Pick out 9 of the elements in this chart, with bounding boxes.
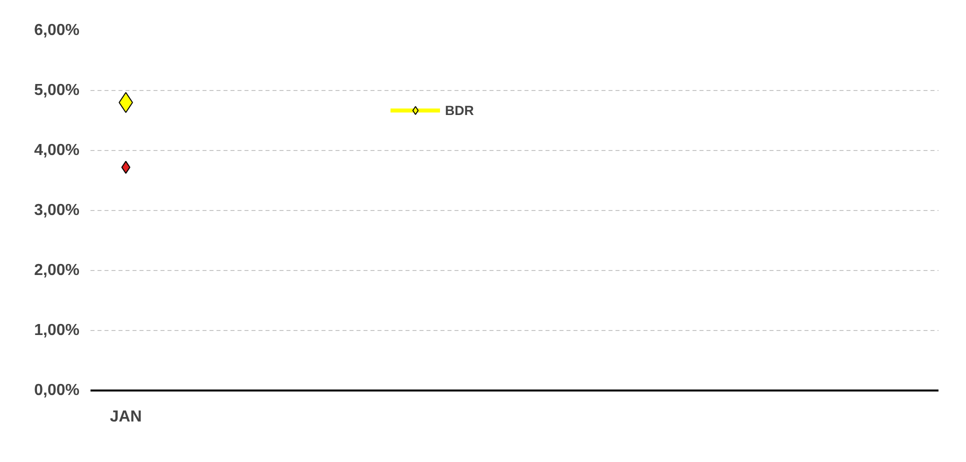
y-tick-label: 5,00% (34, 82, 80, 99)
x-tick-label: JAN (110, 408, 142, 426)
y-tick-label: 0,00% (34, 382, 80, 399)
legend-label: BDR (445, 102, 474, 118)
y-tick-label: 6,00% (34, 22, 80, 39)
y-tick-label: 4,00% (34, 142, 80, 159)
y-tick-label: 1,00% (34, 322, 80, 339)
y-tick-label: 2,00% (34, 262, 80, 279)
y-tick-label: 3,00% (34, 202, 80, 219)
